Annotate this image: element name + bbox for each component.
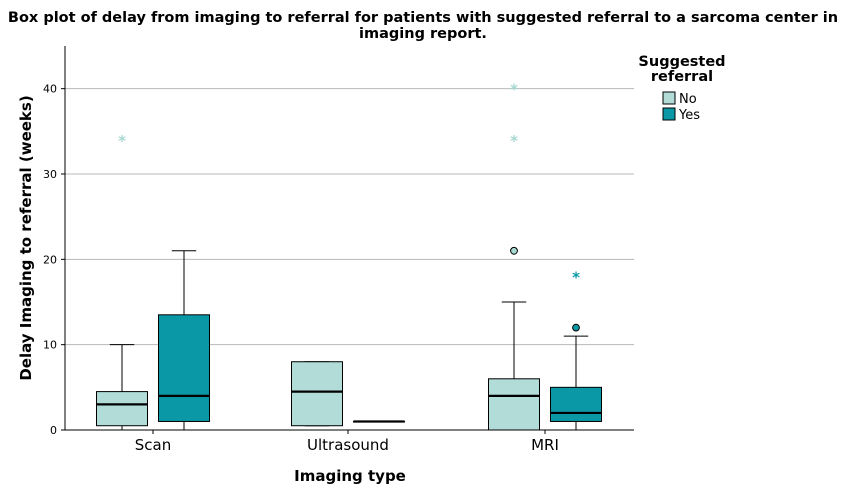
- legend-swatch-no: [662, 91, 676, 105]
- box-no-scan: *: [96, 132, 148, 431]
- legend: Suggested referral No Yes: [638, 54, 725, 123]
- y-tick-label: 40: [43, 83, 57, 96]
- extreme-point: *: [510, 81, 518, 99]
- box-iqr: [291, 361, 343, 427]
- y-tick-label: 20: [43, 253, 57, 266]
- y-tick-label: 0: [50, 424, 57, 437]
- box-iqr: [550, 386, 602, 422]
- chart-title-line-2: imaging report.: [359, 26, 487, 42]
- y-axis-title: Delay Imaging to referral (weeks): [17, 95, 35, 380]
- gridlines: [65, 88, 634, 346]
- box-yes-mri: *: [550, 268, 602, 431]
- extreme-point: *: [572, 268, 580, 286]
- extreme-point: *: [118, 132, 126, 150]
- outlier-point: [572, 323, 580, 332]
- outlier-point: [510, 246, 518, 255]
- y-axis-ticks: 0 10 20 30 40: [43, 83, 65, 437]
- box-iqr: [96, 391, 148, 427]
- chart-title-line-1: Box plot of delay from imaging to referr…: [8, 10, 838, 26]
- box-yes-scan: [158, 250, 210, 431]
- legend-title-line-2: referral: [651, 69, 713, 85]
- legend-label-no: No: [679, 92, 697, 107]
- legend-title-line-1: Suggested: [638, 54, 725, 70]
- extreme-point: *: [510, 132, 518, 150]
- y-tick-label: 10: [43, 339, 57, 352]
- x-category-label: Ultrasound: [307, 436, 389, 454]
- legend-label-yes: Yes: [678, 108, 700, 123]
- box-no-ultrasound: [291, 361, 343, 427]
- x-axis-category-labels: Scan Ultrasound MRI: [135, 430, 559, 454]
- x-category-label: Scan: [135, 436, 171, 454]
- y-tick-label: 30: [43, 168, 57, 181]
- box-yes-ultrasound: [353, 420, 405, 423]
- box-plot-series: * ***: [96, 81, 602, 431]
- legend-swatch-yes: [662, 107, 676, 121]
- box-iqr: [488, 378, 540, 431]
- box-no-mri: **: [488, 81, 540, 431]
- x-category-label: MRI: [531, 436, 559, 454]
- box-iqr: [158, 314, 210, 422]
- x-axis-title: Imaging type: [294, 467, 406, 485]
